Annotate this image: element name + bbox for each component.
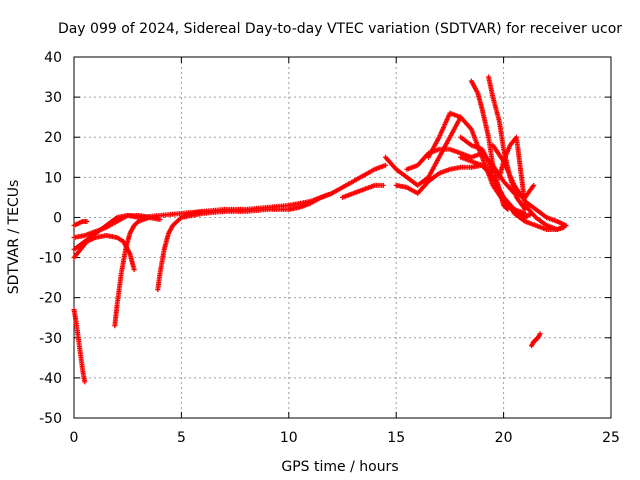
data-point xyxy=(82,379,88,385)
series-arc-20 xyxy=(458,154,569,232)
series-arc-6 xyxy=(112,214,152,329)
x-tick-label: 15 xyxy=(387,430,405,446)
data-point xyxy=(563,222,569,228)
y-tick-label: 40 xyxy=(44,50,62,66)
y-tick-label: -10 xyxy=(39,251,62,267)
data-point xyxy=(537,331,543,337)
series-arc-19 xyxy=(496,134,567,232)
data-point xyxy=(329,190,335,196)
grid xyxy=(74,57,611,418)
y-tick-label: 30 xyxy=(44,90,62,106)
series-arc-11 xyxy=(382,114,464,188)
plot-frame xyxy=(73,56,612,419)
x-tick-label: 25 xyxy=(602,430,620,446)
data-point xyxy=(531,182,537,188)
x-tick-label: 0 xyxy=(70,430,79,446)
axis-ticks: 0 5 10 15 20 25 -50 -40 -30 -20 -10 0 10 20 30 40 xyxy=(39,50,620,446)
y-tick-label: -20 xyxy=(39,291,62,307)
y-tick-label: -50 xyxy=(39,411,62,427)
x-tick-label: 10 xyxy=(280,430,298,446)
x-tick-label: 20 xyxy=(495,430,513,446)
series-arc-7 xyxy=(155,208,206,293)
data-series xyxy=(71,74,569,385)
y-axis-label: SDTVAR / TECUs xyxy=(6,180,22,295)
x-tick-label: 5 xyxy=(177,430,186,446)
y-tick-label: -40 xyxy=(39,371,62,387)
data-point xyxy=(84,218,90,224)
x-axis-label: GPS time / hours xyxy=(281,459,398,475)
data-point xyxy=(380,182,386,188)
y-tick-label: 20 xyxy=(44,130,62,146)
series-arc-21 xyxy=(529,331,543,349)
series-arc-10 xyxy=(340,182,386,200)
series-arc-3 xyxy=(71,218,90,228)
y-tick-label: 0 xyxy=(53,210,62,226)
series-arc-1 xyxy=(71,307,88,385)
series-arc-9 xyxy=(178,190,335,220)
series-arc-12 xyxy=(393,162,485,196)
y-tick-label: -30 xyxy=(39,331,62,347)
data-point xyxy=(131,267,137,273)
chart-title: Day 099 of 2024, Sidereal Day-to-day VTE… xyxy=(58,21,622,37)
data-point xyxy=(382,162,388,168)
y-tick-label: 10 xyxy=(44,170,62,186)
series-arc-5 xyxy=(71,212,141,253)
series-arc-18 xyxy=(490,142,569,228)
